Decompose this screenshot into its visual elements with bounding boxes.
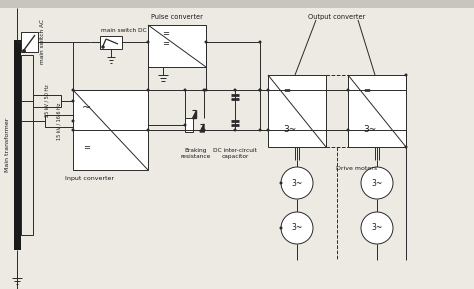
Polygon shape [200, 124, 204, 132]
Text: 15 kV / 16,6 Hz: 15 kV / 16,6 Hz [56, 102, 62, 140]
Circle shape [280, 227, 283, 229]
Bar [14, 40, 21, 250]
Circle shape [202, 129, 206, 131]
Text: 3~: 3~ [292, 223, 302, 232]
Circle shape [258, 88, 262, 92]
Text: main switch DC: main switch DC [101, 28, 146, 33]
Text: main switch AC: main switch AC [40, 19, 46, 64]
Circle shape [202, 88, 206, 92]
Circle shape [204, 40, 208, 44]
Bar [268, 75, 326, 147]
Circle shape [258, 88, 262, 92]
Text: 3~: 3~ [364, 125, 377, 134]
Circle shape [258, 129, 262, 131]
Text: DC inter-circuit
capacitor: DC inter-circuit capacitor [213, 148, 257, 159]
Circle shape [22, 49, 26, 53]
Circle shape [146, 40, 149, 44]
Circle shape [146, 129, 149, 131]
Bar [0, 0, 474, 8]
Bar [21, 32, 38, 52]
Circle shape [404, 145, 408, 149]
Circle shape [72, 129, 74, 131]
Text: 3~: 3~ [283, 125, 297, 134]
Circle shape [346, 88, 349, 92]
Text: Input converter: Input converter [65, 176, 115, 181]
Bar [21, 55, 33, 235]
Circle shape [234, 129, 237, 131]
Bar [100, 36, 122, 49]
Circle shape [146, 88, 149, 92]
Polygon shape [192, 110, 196, 118]
Circle shape [361, 212, 393, 244]
Circle shape [346, 129, 349, 131]
Text: Main transformer: Main transformer [6, 118, 10, 172]
Bar [185, 118, 193, 132]
Circle shape [72, 88, 74, 92]
Circle shape [102, 46, 104, 48]
Text: 25 kV / 50 Hz: 25 kV / 50 Hz [45, 85, 49, 117]
Circle shape [234, 88, 237, 92]
Bar [73, 90, 148, 170]
Text: Drive motors: Drive motors [337, 166, 378, 171]
Text: =: = [364, 86, 371, 95]
Bar [33, 95, 61, 107]
Text: 3~: 3~ [371, 179, 383, 188]
Text: 3~: 3~ [371, 223, 383, 232]
Text: =: = [163, 29, 170, 38]
Text: 3~: 3~ [292, 179, 302, 188]
Circle shape [258, 40, 262, 44]
Text: ~: ~ [82, 103, 91, 113]
Text: Output converter: Output converter [308, 14, 365, 20]
Bar [45, 115, 73, 127]
Circle shape [404, 73, 408, 77]
Circle shape [281, 212, 313, 244]
Circle shape [183, 88, 186, 92]
Bar [348, 75, 406, 147]
Circle shape [72, 119, 74, 123]
Text: =: = [83, 144, 91, 153]
Text: Braking
resistance: Braking resistance [181, 148, 211, 159]
Text: =: = [283, 86, 291, 95]
Circle shape [280, 181, 283, 184]
Circle shape [72, 99, 74, 103]
Text: =: = [163, 40, 170, 49]
Bar [148, 25, 206, 67]
Circle shape [204, 88, 208, 92]
Circle shape [183, 123, 186, 127]
Text: Pulse converter: Pulse converter [151, 14, 203, 20]
Circle shape [266, 88, 270, 92]
Circle shape [281, 167, 313, 199]
Circle shape [266, 129, 270, 131]
Circle shape [361, 167, 393, 199]
